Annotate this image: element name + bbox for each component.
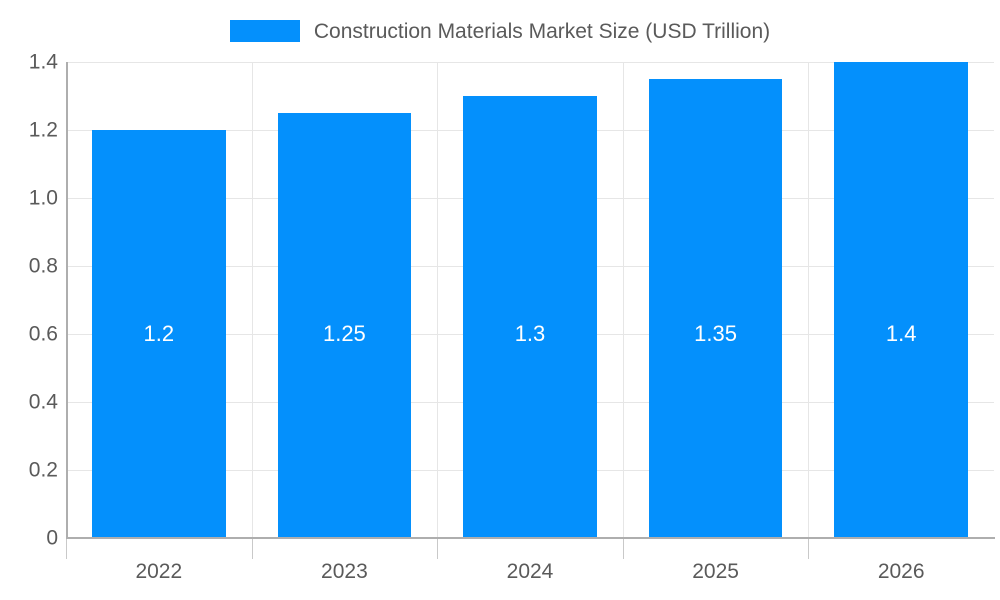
legend-label-series-0[interactable]: Construction Materials Market Size (USD … [313,19,771,43]
x-axis-tick-origin [66,539,67,559]
y-axis-tick-label: 0.8 [28,254,58,278]
y-axis-tick-label: 1.4 [28,50,58,74]
y-axis-tick-label: 0.4 [28,390,58,414]
bar-2026[interactable]: 1.4 [834,62,968,538]
x-axis-tick-label-2024: 2024 [506,560,554,583]
x-axis-tick [251,539,253,559]
y-axis-tick-label: 0 [46,526,58,550]
y-axis-tick-label: 1.0 [28,186,58,210]
plot-area: 1.2 1.25 1.3 1.35 1.4 [66,62,994,539]
x-axis-line [66,537,995,539]
gridline-vertical [808,62,810,538]
bar-2023[interactable]: 1.25 [277,113,412,538]
bar-2022[interactable]: 1.2 [91,130,226,538]
bar-2024[interactable]: 1.3 [463,96,597,538]
bar-2025[interactable]: 1.35 [648,79,783,538]
bar-value-label-2022: 1.2 [143,321,175,346]
legend-swatch-series-0[interactable] [229,20,300,42]
gridline-horizontal [66,62,994,63]
gridline-vertical [622,62,624,538]
x-axis-tick-label-2022: 2022 [135,560,183,583]
chart-legend: Construction Materials Market Size (USD … [0,14,1000,48]
x-axis-tick [622,539,624,559]
bar-value-label-2023: 1.25 [322,321,366,346]
x-axis-tick [437,539,439,559]
x-axis-tick-label-2026: 2026 [877,560,925,583]
y-axis-tick-label: 0.2 [28,458,58,482]
x-axis-tick-label-2025: 2025 [692,560,739,583]
y-axis-tick-label: 1.2 [28,118,58,142]
y-axis-tick-labels: 0 0.2 0.4 0.6 0.8 1.0 1.2 1.4 [0,0,58,600]
gridline-vertical [437,62,439,538]
bar-value-label-2026: 1.4 [885,321,917,346]
x-axis-tick-label-2023: 2023 [321,560,368,583]
x-axis-tick [808,539,810,559]
y-axis-tick-label: 0.6 [28,322,58,346]
gridline-vertical [251,62,253,538]
bar-value-label-2025: 1.35 [694,321,737,346]
bar-value-label-2024: 1.3 [514,321,546,346]
y-axis-line [66,62,68,539]
